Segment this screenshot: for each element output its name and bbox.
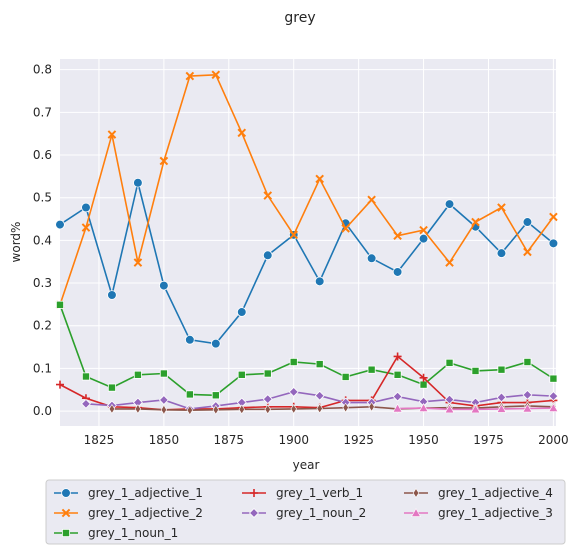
data-point [446, 359, 453, 366]
y-tick-label: 0.5 [33, 191, 52, 205]
data-point [290, 358, 297, 365]
data-point [237, 308, 246, 317]
data-point [394, 371, 401, 378]
data-point [316, 361, 323, 368]
x-tick-label: 1900 [278, 433, 309, 447]
y-tick-label: 0.0 [33, 404, 52, 418]
data-point [498, 366, 505, 373]
legend-marker [62, 489, 71, 498]
data-point [185, 335, 194, 344]
legend-label: grey_1_adjective_2 [88, 506, 203, 520]
data-point [523, 218, 532, 227]
data-point [342, 373, 349, 380]
data-point [550, 375, 557, 382]
data-point [134, 371, 141, 378]
chart-title: grey [284, 10, 315, 26]
y-tick-label: 0.6 [33, 148, 52, 162]
y-tick-label: 0.7 [33, 105, 52, 119]
legend-label: grey_1_adjective_3 [438, 506, 553, 520]
data-point [315, 277, 324, 286]
data-point [211, 339, 220, 348]
x-tick-label: 1925 [343, 433, 374, 447]
legend-marker [62, 529, 69, 536]
x-tick-label: 2000 [538, 433, 569, 447]
x-tick-label: 1950 [408, 433, 439, 447]
x-tick-label: 1975 [473, 433, 504, 447]
y-tick-label: 0.2 [33, 319, 52, 333]
legend-label: grey_1_adjective_4 [438, 486, 553, 500]
legend-label: grey_1_noun_1 [88, 526, 178, 540]
legend-label: grey_1_verb_1 [276, 486, 363, 500]
data-point [238, 371, 245, 378]
data-point [186, 391, 193, 398]
data-point [82, 373, 89, 380]
data-point [82, 203, 91, 212]
data-point [108, 291, 117, 300]
plot-area: 1825 1850 1875 1900 1925 1950 1975 2000 0.0 0.1 0.… [33, 59, 569, 447]
y-tick-label: 0.4 [33, 233, 52, 247]
data-point [445, 200, 454, 209]
data-point [108, 384, 115, 391]
legend-label: grey_1_noun_2 [276, 506, 366, 520]
data-point [368, 366, 375, 373]
data-point [524, 358, 531, 365]
data-point [393, 268, 402, 277]
legend-label: grey_1_adjective_1 [88, 486, 203, 500]
data-point [367, 254, 376, 263]
y-tick-label: 0.8 [33, 63, 52, 77]
data-point [497, 249, 506, 258]
data-point [549, 239, 558, 248]
data-point [420, 381, 427, 388]
legend: grey_1_adjective_1grey_1_adjective_2grey… [46, 480, 565, 544]
x-tick-label: 1850 [149, 433, 180, 447]
data-point [263, 251, 272, 260]
x-tick-label: 1825 [84, 433, 115, 447]
y-axis-label: word% [9, 222, 23, 263]
y-tick-label: 0.3 [33, 276, 52, 290]
data-point [56, 301, 63, 308]
data-point [134, 178, 143, 187]
y-tick-label: 0.1 [33, 361, 52, 375]
x-tick-label: 1875 [214, 433, 245, 447]
data-point [159, 281, 168, 290]
data-point [212, 392, 219, 399]
x-axis-label: year [293, 458, 320, 472]
data-point [160, 370, 167, 377]
data-point [419, 234, 428, 243]
data-point [56, 220, 65, 229]
data-point [472, 367, 479, 374]
data-point [264, 370, 271, 377]
